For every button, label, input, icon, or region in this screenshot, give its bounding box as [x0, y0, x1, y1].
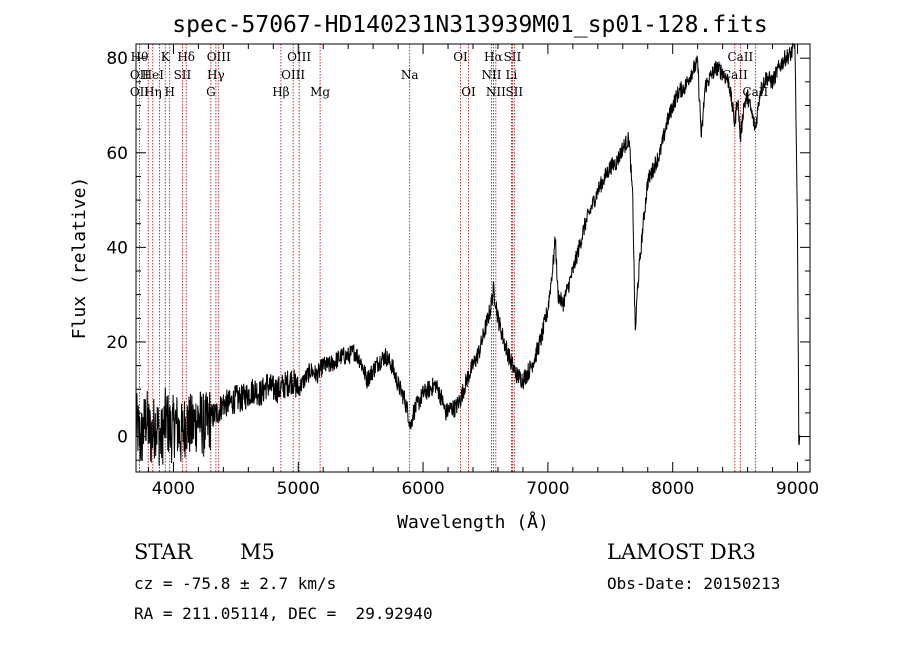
spectrum-line [135, 42, 801, 466]
y-tick-label: 20 [106, 333, 128, 353]
line-label: Hγ [207, 68, 225, 82]
line-label: K [161, 50, 171, 64]
line-label: OIII [207, 50, 231, 64]
x-tick-label: 4000 [152, 479, 195, 499]
line-label: Hδ [177, 50, 195, 64]
line-label: G [206, 85, 216, 99]
line-label: OI [461, 85, 476, 99]
y-axis-label: Flux (relative) [69, 177, 90, 340]
y-tick-label: 40 [106, 238, 128, 258]
obs-date: Obs-Date: 20150213 [607, 574, 781, 593]
survey-name: LAMOST DR3 [607, 540, 756, 564]
line-label: NII [481, 68, 501, 82]
line-label: HeI [142, 68, 165, 82]
line-label: OII [130, 85, 150, 99]
y-tick-label: 60 [106, 144, 128, 164]
line-label: Na [401, 68, 419, 82]
y-tick-label: 80 [106, 49, 128, 69]
chart-title: spec-57067-HD140231N313939M01_sp01-128.f… [172, 12, 767, 38]
redshift-cz: cz = -75.8 ± 2.7 km/s [134, 574, 337, 593]
emission-line-markers: HθOIIOIIHeIHηKHSIIHδGHγOIIIHβOIIIOIIIMgN… [130, 44, 768, 472]
line-label: OIII [281, 68, 305, 82]
line-label: NII [486, 85, 506, 99]
x-tick-label: 8000 [651, 479, 694, 499]
line-label: CaII [742, 85, 768, 99]
plot-frame [135, 43, 811, 473]
line-label: Mg [310, 85, 330, 99]
y-tick-label: 0 [117, 428, 128, 448]
x-tick-label: 5000 [277, 479, 320, 499]
spectrum-chart: spec-57067-HD140231N313939M01_sp01-128.f… [69, 12, 819, 533]
line-label: H [164, 85, 174, 99]
line-label: SII [174, 68, 192, 82]
object-type: STAR [134, 540, 193, 564]
axis-ticks: 4000 5000 6000 7000 8000 9000 0 20 40 60 80 [106, 44, 819, 499]
line-label: Hη [144, 85, 162, 99]
line-label: CaII [727, 50, 753, 64]
object-subclass: M5 [240, 540, 275, 564]
line-label: CaII [722, 68, 748, 82]
line-label: OII [130, 68, 150, 82]
line-label: OI [453, 50, 468, 64]
line-label: Hθ [131, 50, 149, 64]
line-label: OIII [287, 50, 311, 64]
coordinates: RA = 211.05114, DEC = 29.92940 [134, 604, 433, 623]
line-label: SII [505, 85, 523, 99]
line-label: Hβ [272, 85, 289, 99]
x-tick-label: 6000 [401, 479, 444, 499]
x-tick-label: 7000 [526, 479, 569, 499]
line-label: Li [506, 68, 518, 82]
line-label: Hα [484, 50, 503, 64]
line-label: SII [504, 50, 522, 64]
x-axis-label: Wavelength (Å) [397, 511, 549, 533]
x-tick-label: 9000 [776, 479, 819, 499]
